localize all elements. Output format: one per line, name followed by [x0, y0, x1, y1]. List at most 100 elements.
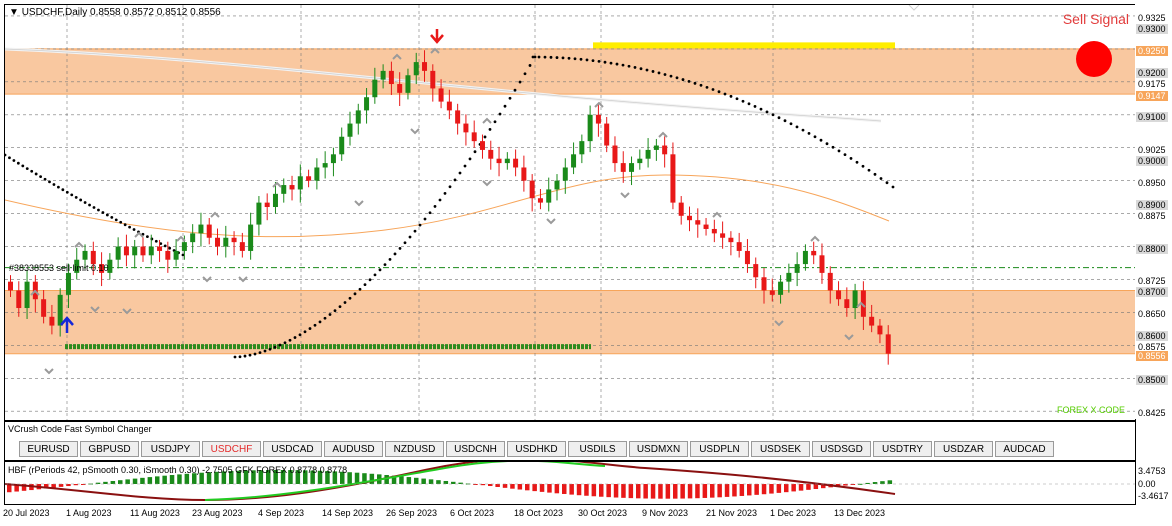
bearish-candle	[844, 299, 850, 309]
bearish-candle	[662, 145, 668, 155]
histogram-bar	[547, 484, 552, 493]
trailing-stop-dot	[627, 64, 631, 68]
symbol-button-usdils[interactable]: USDILS	[568, 441, 627, 457]
bearish-candle	[769, 290, 775, 295]
bearish-candle	[264, 202, 270, 208]
bullish-candle	[115, 246, 121, 260]
price-chart[interactable]: ▼ USDCHF,Daily 0.8558 0.8572 0.8512 0.85…	[4, 4, 1136, 421]
bearish-candle	[869, 316, 875, 326]
symbol-button-gbpusd[interactable]: GBPUSD	[80, 441, 139, 457]
trailing-stop-dot	[358, 287, 362, 291]
bearish-candle	[41, 299, 47, 317]
fractal-up-icon	[30, 289, 40, 296]
trailing-stop-dot	[388, 257, 392, 261]
bearish-candle	[513, 158, 519, 168]
bullish-candle	[587, 114, 593, 142]
date-axis-label: 20 Jul 2023	[3, 508, 50, 518]
histogram-bar	[21, 484, 27, 491]
indicator-axis-label: 3.4753	[1138, 466, 1166, 476]
histogram-bar	[295, 470, 301, 484]
date-axis-label: 6 Oct 2023	[450, 508, 495, 518]
histogram-bar	[458, 482, 463, 484]
histogram-bar	[192, 473, 197, 484]
histogram-bar	[813, 484, 819, 490]
slow-moving-average-outline	[5, 48, 882, 122]
indicator-title: HBF (rPeriods 42, pSmooth 0.30, iSmooth …	[8, 465, 348, 475]
trailing-stop-dot	[795, 125, 799, 129]
trailing-stop-dot	[333, 309, 337, 313]
price-chart-canvas[interactable]	[5, 5, 1135, 420]
bullish-candle	[65, 272, 71, 295]
bullish-candle	[786, 272, 792, 282]
bullish-candle	[347, 123, 353, 137]
trailing-stop-dot	[669, 74, 673, 78]
histogram-bar	[229, 471, 234, 484]
bullish-candle	[107, 259, 113, 273]
histogram-bar	[169, 475, 175, 484]
histogram-bar	[44, 484, 49, 489]
trailing-stop-dot	[885, 181, 889, 185]
histogram-bar	[110, 481, 116, 484]
trailing-stop-dot	[110, 216, 114, 219]
trailing-stop-dot	[338, 305, 342, 309]
trailing-stop-dot	[97, 208, 100, 212]
supply-demand-zone	[5, 290, 1135, 354]
bullish-candle	[637, 158, 643, 164]
symbol-button-audusd[interactable]: AUDUSD	[324, 441, 383, 457]
bearish-candle	[90, 250, 96, 265]
symbol-button-usdcad[interactable]: USDCAD	[263, 441, 322, 457]
symbol-button-usdsek[interactable]: USDSEK	[751, 441, 810, 457]
fractal-down-icon	[546, 218, 556, 225]
trailing-stop-dot	[373, 273, 377, 277]
trailing-stop-dot	[741, 99, 745, 103]
bullish-candle	[322, 163, 328, 168]
histogram-bar	[155, 476, 160, 484]
symbol-button-usdhkd[interactable]: USDHKD	[507, 441, 566, 457]
histogram-bar	[687, 484, 693, 499]
date-axis-label: 1 Dec 2023	[770, 508, 817, 518]
symbol-button-usdpln[interactable]: USDPLN	[690, 441, 749, 457]
histogram-bar	[806, 484, 811, 490]
trailing-stop-dot	[283, 341, 287, 345]
trailing-stop-dot	[498, 112, 502, 116]
histogram-bar	[562, 484, 567, 494]
bullish-candle	[148, 246, 154, 256]
histogram-bar	[621, 484, 626, 498]
indicator-axis-label: 0.00	[1138, 479, 1156, 489]
trailing-stop-dot	[789, 122, 793, 126]
trailing-stop-dot	[248, 353, 252, 357]
trailing-stop-dot	[12, 159, 16, 162]
sell-limit-order-label[interactable]: #38338553 sell limit 0.10	[9, 263, 109, 273]
fractal-down-icon	[44, 368, 54, 375]
symbol-button-usdcnh[interactable]: USDCNH	[446, 441, 505, 457]
symbol-button-usdtry[interactable]: USDTRY	[873, 441, 932, 457]
symbol-button-usdmxn[interactable]: USDMXN	[629, 441, 688, 457]
histogram-bar	[798, 484, 804, 491]
symbol-button-usdzar[interactable]: USDZAR	[934, 441, 993, 457]
symbol-button-eurusd[interactable]: EURUSD	[19, 441, 78, 457]
histogram-bar	[236, 470, 241, 484]
dropdown-icon[interactable]: ▼	[9, 7, 19, 18]
price-axis[interactable]: 0.9325 0.9300 0.9250 0.9200 0.9175 0.9147 0.91…	[1135, 4, 1172, 419]
indicator-axis-label: -3.4617	[1138, 491, 1169, 501]
trailing-stop-dot	[268, 347, 272, 351]
symbol-button-usdchf[interactable]: USDCHF	[202, 441, 261, 457]
trailing-stop-dot	[43, 177, 47, 181]
indicator-panel[interactable]: HBF (rPeriods 42, pSmooth 0.30, iSmooth …	[4, 461, 1136, 505]
bullish-candle	[223, 237, 229, 247]
histogram-bar	[769, 484, 774, 494]
symbol-button-audcad[interactable]: AUDCAD	[995, 441, 1054, 457]
symbol-button-nzdusd[interactable]: NZDUSD	[385, 441, 444, 457]
symbol-button-usdjpy[interactable]: USDJPY	[141, 441, 200, 457]
trailing-stop-dot	[468, 157, 472, 161]
histogram-bar	[206, 472, 212, 484]
date-axis: 20 Jul 2023 1 Aug 2023 11 Aug 2023 23 Aug 2…	[0, 505, 1135, 526]
fractal-up-icon	[176, 235, 186, 242]
date-axis-label: 23 Aug 2023	[192, 508, 243, 518]
histogram-bar	[791, 484, 796, 492]
bullish-candle	[272, 193, 278, 208]
price-axis-label: 0.8500	[1136, 375, 1168, 386]
trailing-stop-dot	[711, 88, 715, 91]
symbol-button-usdsgd[interactable]: USDSGD	[812, 441, 871, 457]
date-axis-label: 30 Oct 2023	[578, 508, 628, 518]
